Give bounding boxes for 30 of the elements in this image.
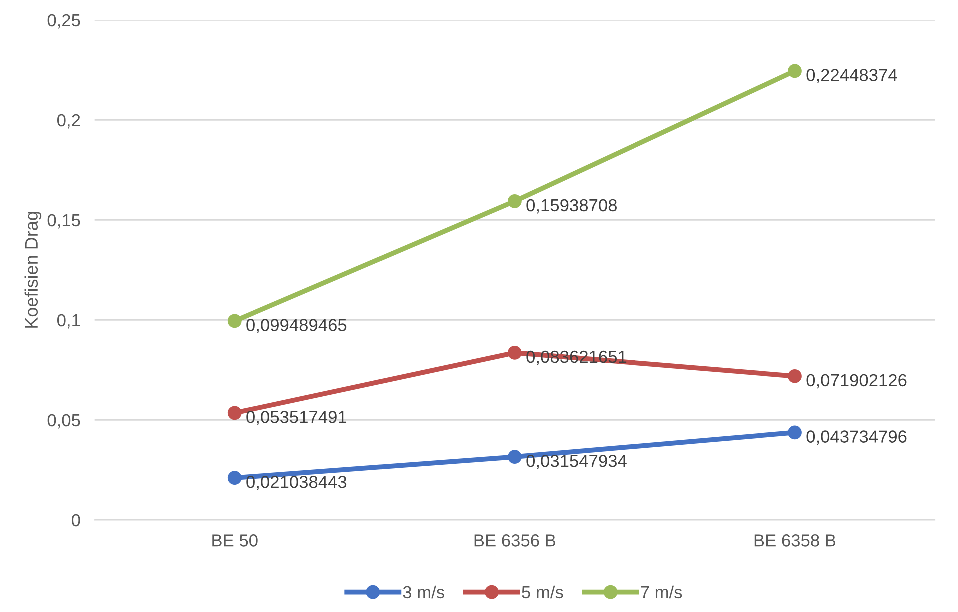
point [508, 194, 522, 208]
y-tick-label: 0,05 [48, 414, 80, 429]
point [228, 406, 242, 420]
data-label: 0,021038443 [246, 476, 347, 490]
legend-label: 5 m/s [522, 586, 564, 599]
y-tick-label: 0 [72, 514, 80, 527]
x-tick-label: BE 6358 B [754, 534, 836, 547]
point [788, 426, 802, 440]
data-label: 0,22448374 [806, 69, 898, 84]
point [508, 346, 522, 360]
legend-label: 7 m/s [641, 586, 682, 599]
data-label: 0,15938708 [526, 199, 618, 214]
x-tick-label: BE 6356 B [474, 534, 556, 547]
y-axis-title: Koefisien Drag [24, 212, 42, 328]
x-tick-label: BE 50 [212, 534, 258, 547]
data-label: 0,043734796 [806, 430, 907, 445]
point [508, 450, 522, 464]
y-tick-label: 0,25 [48, 14, 80, 29]
y-tick-label: 0,1 [58, 314, 80, 329]
data-label: 0,053517491 [246, 411, 347, 426]
point [788, 64, 802, 78]
point [788, 369, 802, 384]
point [228, 471, 242, 486]
data-label: 0,031547934 [526, 455, 627, 470]
data-label: 0,071902126 [806, 374, 907, 389]
y-tick-label: 0,2 [58, 114, 80, 129]
data-label: 0,099489465 [246, 319, 347, 334]
y-tick-label: 0,15 [48, 214, 80, 229]
legend-label: 3 m/s [403, 586, 444, 599]
point [228, 314, 242, 328]
